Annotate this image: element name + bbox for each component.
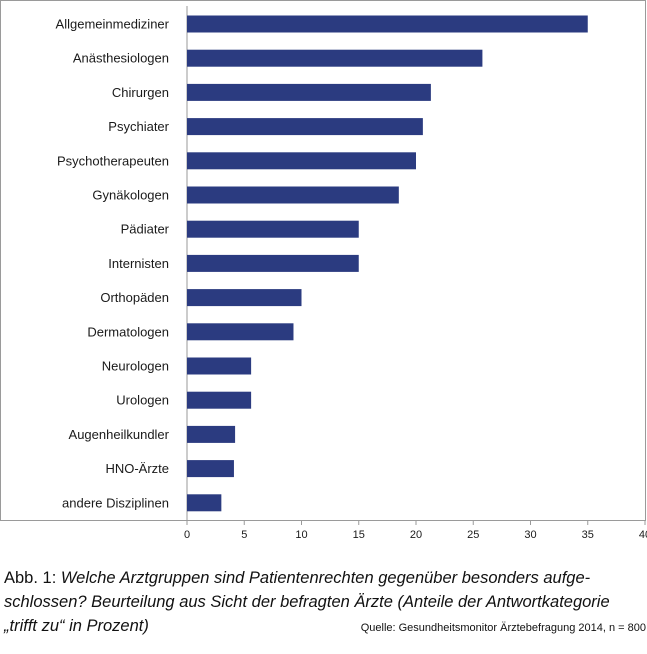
x-tick-label: 10 (295, 529, 307, 541)
category-label: Chirurgen (112, 85, 169, 100)
caption-label: Abb. 1: (4, 569, 57, 587)
bar-chart: Allgemeinmediziner Anästhesiologen Chirurg… (0, 0, 647, 541)
category-label: Urologen (116, 393, 169, 408)
x-tick-label: 5 (241, 529, 247, 541)
x-tick-label: 40 (639, 529, 647, 541)
chart-frame: Allgemeinmediziner Anästhesiologen Chirurg… (0, 0, 647, 541)
category-label: andere Disziplinen (62, 495, 169, 510)
bar-6 (187, 220, 359, 238)
x-tick-label: 0 (184, 529, 190, 541)
category-label: Gynäkologen (92, 188, 169, 203)
bar-12 (187, 425, 236, 443)
bar-0 (187, 15, 588, 33)
bar-10 (187, 357, 252, 375)
bar-14 (187, 494, 222, 512)
category-label: Psychiater (108, 119, 169, 134)
x-tick-label: 35 (582, 529, 594, 541)
category-labels-group: Allgemeinmediziner Anästhesiologen Chirurg… (56, 17, 170, 511)
bar-4 (187, 152, 416, 170)
category-label: Allgemeinmediziner (56, 17, 170, 32)
category-label: Psychotherapeuten (57, 153, 169, 168)
category-label: Internisten (108, 256, 169, 271)
bar-13 (187, 460, 234, 478)
category-label: HNO-Ärzte (105, 461, 169, 476)
category-label: Anästhesiologen (73, 51, 169, 66)
bar-8 (187, 289, 302, 307)
category-label: Dermatologen (87, 324, 169, 339)
bar-11 (187, 391, 252, 409)
bar-3 (187, 118, 423, 136)
category-label: Pädiater (121, 222, 170, 237)
bar-9 (187, 323, 294, 341)
caption-text: Welche Arztgruppen sind Patientenrechten… (4, 569, 610, 635)
bar-5 (187, 186, 399, 204)
category-label: Neurologen (102, 359, 169, 374)
bars-group (187, 15, 588, 512)
bar-7 (187, 254, 359, 272)
category-label: Augenheilkundler (69, 427, 170, 442)
category-label: Orthopäden (100, 290, 169, 305)
bar-2 (187, 83, 431, 101)
source-note: Quelle: Gesundheitsmonitor Ärztebefragun… (360, 622, 646, 634)
figure-caption: Abb. 1: Welche Arztgruppen sind Patiente… (4, 566, 644, 638)
x-tick-label: 15 (353, 529, 365, 541)
x-tick-label: 30 (524, 529, 536, 541)
x-tick-label: 20 (410, 529, 422, 541)
bar-1 (187, 49, 483, 67)
x-tick-label: 25 (467, 529, 479, 541)
x-ticks-group: 0 5 10 15 20 25 30 35 40 (184, 520, 647, 541)
